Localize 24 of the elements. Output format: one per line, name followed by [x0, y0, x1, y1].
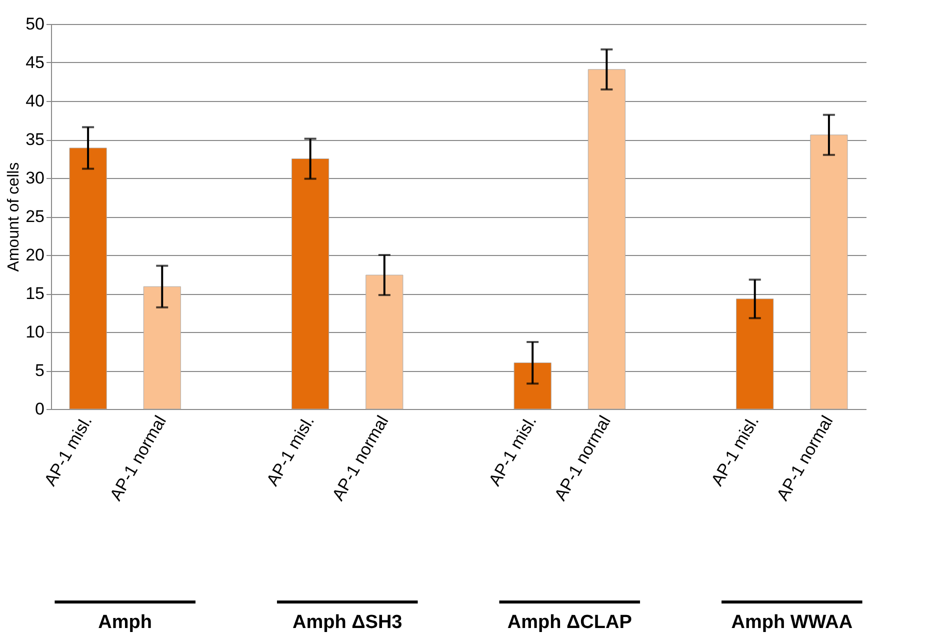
y-tick-label: 25: [26, 207, 44, 226]
text: Amph ΔCLAP: [507, 612, 632, 633]
bar: [292, 158, 330, 410]
bar: [810, 134, 848, 410]
bar: [588, 69, 626, 410]
y-tick-label: 15: [26, 284, 44, 303]
bar: [514, 362, 552, 410]
y-tick-label: 50: [26, 14, 44, 34]
y-axis-title: Amount of cells: [6, 162, 23, 272]
text: Amph WWAA: [731, 612, 853, 633]
y-tick-label: 35: [26, 130, 44, 149]
bar: [143, 286, 181, 410]
bar: [69, 148, 107, 410]
text: Amph: [98, 612, 152, 633]
y-tick-label: 45: [26, 53, 44, 72]
y-tick-label: 10: [26, 322, 44, 342]
y-tick-label: 40: [26, 92, 44, 110]
text: Amph ΔSH3: [292, 612, 402, 633]
y-tick-label: 5: [35, 361, 44, 380]
y-tick-label: 30: [26, 168, 44, 188]
bar: [366, 274, 404, 410]
y-tick-label: 20: [26, 246, 44, 264]
bar: [736, 298, 774, 410]
y-tick-label: 0: [35, 400, 44, 418]
